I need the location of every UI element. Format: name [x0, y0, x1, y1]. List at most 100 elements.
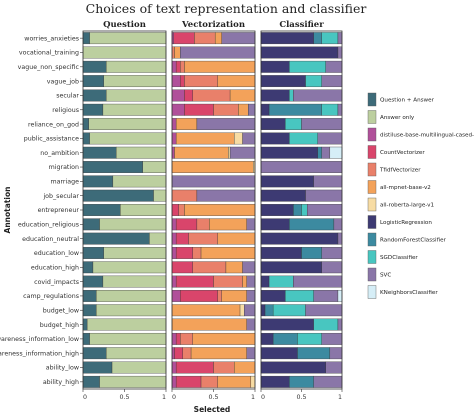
bar-segment: [184, 103, 214, 116]
bar-segment: [82, 332, 90, 345]
bar-segment: [260, 32, 314, 45]
bar-segment: [217, 75, 256, 88]
bar-segment: [171, 247, 177, 259]
bar-segment: [82, 189, 154, 202]
bar-segment: [184, 204, 256, 216]
bar-segment: [82, 204, 121, 216]
bar-segment: [321, 103, 339, 116]
bar-segment: [321, 146, 331, 159]
bar-segment: [82, 361, 113, 374]
bar-segment: [89, 132, 167, 145]
category-label: budget_high: [40, 322, 79, 329]
facet-title: Vectorization: [181, 20, 245, 30]
bar-segment: [96, 304, 167, 317]
bar-segment: [82, 89, 107, 102]
bar-segment: [213, 275, 243, 288]
bar-segment: [246, 318, 256, 331]
bar-segment: [214, 32, 222, 45]
bar-segment: [242, 261, 256, 274]
bar-segment: [337, 103, 343, 116]
category-label: job_secular: [42, 193, 79, 200]
bar-segment: [171, 332, 177, 345]
bar-segment: [178, 204, 185, 216]
bar-segment: [221, 32, 256, 45]
bar-segment: [92, 261, 167, 274]
bar-segment: [321, 332, 343, 345]
bar-segment: [272, 332, 298, 345]
bar-segment: [112, 175, 167, 188]
bar-segment: [82, 132, 90, 145]
bar-segment: [180, 332, 193, 345]
legend-label: KNeighborsClassifier: [380, 290, 438, 296]
category-label: awareness_information_high: [0, 350, 79, 357]
bar-segment: [82, 103, 104, 116]
bar-segment: [175, 132, 235, 145]
bar-segment: [246, 218, 256, 231]
bar-segment: [171, 204, 179, 216]
bar-segment: [234, 132, 243, 145]
bar-segment: [171, 218, 177, 231]
bar-segment: [171, 361, 177, 374]
bar-segment: [260, 290, 286, 302]
bar-segment: [184, 75, 218, 88]
legend-swatch: [367, 145, 377, 159]
bar-segment: [96, 290, 167, 302]
bar-segment: [260, 189, 306, 202]
bar-segment: [260, 132, 290, 145]
bar-segment: [82, 46, 167, 59]
bar-segment: [103, 247, 167, 259]
legend-swatch: [367, 197, 377, 212]
bar-segment: [116, 146, 167, 159]
legend-swatch: [367, 215, 377, 229]
bar-segment: [89, 332, 167, 345]
bar-segment: [217, 375, 252, 388]
bar-segment: [272, 304, 306, 317]
bar-segment: [82, 375, 100, 388]
bar-segment: [171, 161, 254, 173]
bar-segment: [82, 232, 150, 245]
y-axis-label: Annotation: [3, 187, 12, 234]
bar-segment: [180, 290, 218, 302]
bar-segment: [171, 60, 177, 73]
bar-segment: [180, 46, 256, 59]
bar-segment: [229, 89, 256, 102]
bar-segment: [317, 132, 343, 145]
legend-swatch: [367, 250, 377, 264]
bar-segment: [260, 60, 290, 73]
x-tick-label: 1: [162, 394, 166, 401]
bar-segment: [260, 347, 298, 360]
bar-segment: [171, 89, 185, 102]
category-label: worries_anxieties: [24, 35, 79, 42]
bar-segment: [337, 290, 343, 302]
bar-segment: [305, 189, 343, 202]
legend-swatch: [367, 180, 377, 194]
bar-segment: [99, 375, 167, 388]
bar-segment: [260, 175, 314, 188]
legend-swatch: [367, 127, 377, 142]
bar-segment: [268, 275, 294, 288]
bar-segment: [171, 103, 185, 116]
bar-segment: [82, 60, 107, 73]
bar-segment: [321, 75, 343, 88]
legend-label: all-mpnet-base-v2: [380, 185, 431, 191]
bar-segment: [196, 218, 210, 231]
bar-segment: [289, 218, 335, 231]
bar-segment: [142, 161, 167, 173]
legend-label: SGDClassifier: [380, 255, 418, 261]
bar-segment: [250, 375, 256, 388]
bar-segment: [200, 247, 256, 259]
bar-segment: [325, 361, 343, 374]
bar-segment: [260, 332, 274, 345]
bar-segment: [246, 347, 256, 360]
legend-swatch: [367, 267, 377, 282]
legend-label: distiluse-base-multilingual-cased-v2: [380, 133, 474, 139]
x-axis-label: Selected: [194, 405, 231, 414]
bar-segment: [325, 60, 343, 73]
category-label: education_neutral: [22, 236, 79, 243]
bar-segment: [171, 375, 177, 388]
category-label: education_religious: [18, 222, 79, 229]
bar-segment: [180, 60, 185, 73]
bar-segment: [238, 103, 249, 116]
bar-segment: [102, 103, 167, 116]
